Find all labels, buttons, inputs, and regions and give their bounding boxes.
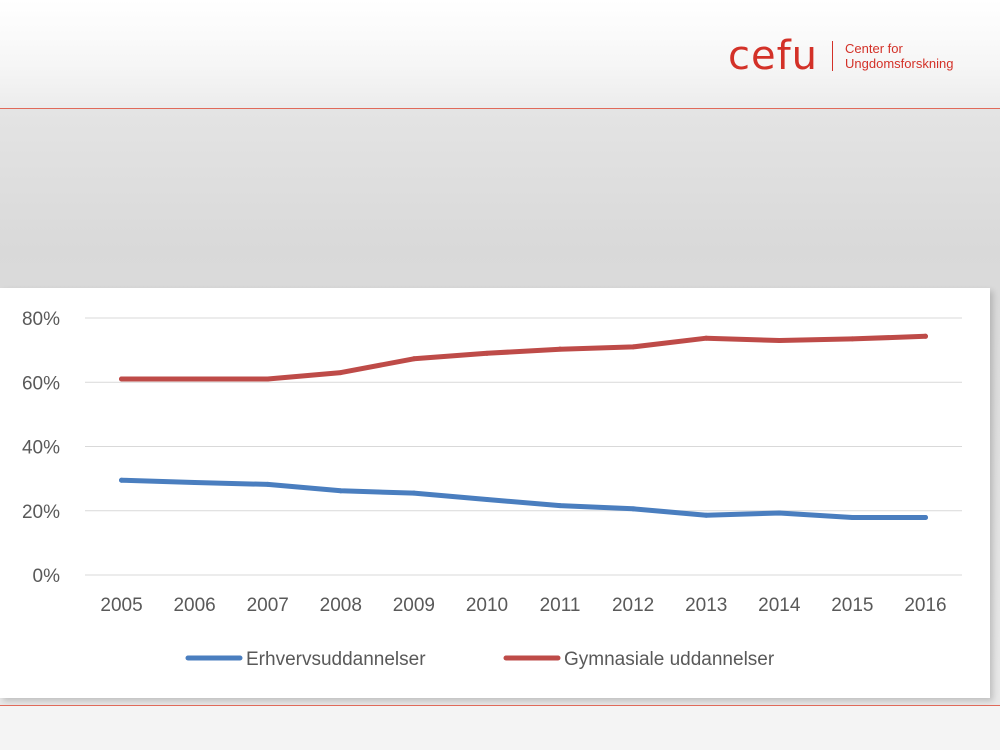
data-point [265, 481, 271, 487]
grid-lines [85, 317, 962, 576]
data-point [557, 346, 563, 352]
data-point [630, 506, 636, 512]
x-tick-label: 2006 [173, 595, 215, 616]
data-point [484, 350, 490, 356]
series-lines [119, 333, 928, 520]
header-rule [0, 108, 1000, 109]
data-point [776, 337, 782, 343]
data-point [776, 510, 782, 516]
x-tick-label: 2012 [612, 595, 654, 616]
data-point [411, 490, 417, 496]
y-axis-ticks: 0% 20% 40% 60% 80% [22, 309, 60, 587]
x-tick-label: 2005 [100, 595, 142, 616]
legend-label: Gymnasiale uddannelser [564, 649, 775, 670]
chart-panel: 0% 20% 40% 60% 80% 2005 2006 2007 2008 2009 2010 2… [0, 288, 990, 698]
data-point [484, 497, 490, 503]
logo-tagline: Center for Ungdomsforskning [845, 41, 953, 71]
data-point [703, 512, 709, 518]
data-point [192, 376, 198, 382]
x-tick-label: 2010 [466, 595, 508, 616]
data-point [338, 488, 344, 494]
logo-tagline-line2: Ungdomsforskning [845, 56, 954, 71]
x-tick-label: 2011 [540, 595, 581, 616]
x-tick-label: 2014 [758, 595, 801, 616]
footer-rule [0, 705, 1000, 706]
x-tick-label: 2013 [685, 595, 727, 616]
cefu-logo: cefu Center for Ungdomsforskning [728, 34, 953, 78]
x-axis-ticks: 2005 2006 2007 2008 2009 2010 2011 2012 2013 2014… [100, 595, 946, 616]
data-point [119, 376, 125, 382]
data-point [411, 356, 417, 362]
data-point [703, 335, 709, 341]
logo-wordmark: cefu [728, 33, 819, 79]
logo-tagline-line1: Center for [845, 41, 903, 56]
data-point [849, 336, 855, 342]
legend: Erhvervsuddannelser Gymnasiale uddannelse… [185, 649, 775, 670]
data-point [192, 479, 198, 485]
header-band [0, 0, 1000, 108]
x-tick-label: 2009 [393, 595, 435, 616]
y-tick-label: 40% [22, 438, 60, 459]
y-tick-label: 0% [33, 566, 61, 587]
footer-band [0, 706, 1000, 750]
x-tick-label: 2015 [831, 595, 873, 616]
logo-separator [832, 41, 834, 71]
x-tick-label: 2008 [320, 595, 362, 616]
data-point [922, 514, 928, 520]
series-line-erhvervsuddannelser [119, 477, 928, 520]
data-point [849, 514, 855, 520]
data-point [922, 333, 928, 339]
series-line-gymnasiale-uddannelser [119, 333, 928, 382]
line-chart: 0%20%40%60%80% 2005 2006 2007 2008 2009 2010 2… [22, 309, 962, 670]
data-point [557, 503, 563, 509]
y-tick-label: 60% [22, 373, 60, 394]
x-tick-label: 2016 [904, 595, 946, 616]
data-point [338, 370, 344, 376]
legend-label: Erhvervsuddannelser [246, 649, 426, 670]
y-tick-label: 80% [22, 309, 60, 330]
data-point [630, 344, 636, 350]
y-tick-label: 20% [22, 502, 60, 523]
data-point [119, 477, 125, 483]
x-tick-label: 2007 [247, 595, 289, 616]
data-point [265, 376, 271, 382]
